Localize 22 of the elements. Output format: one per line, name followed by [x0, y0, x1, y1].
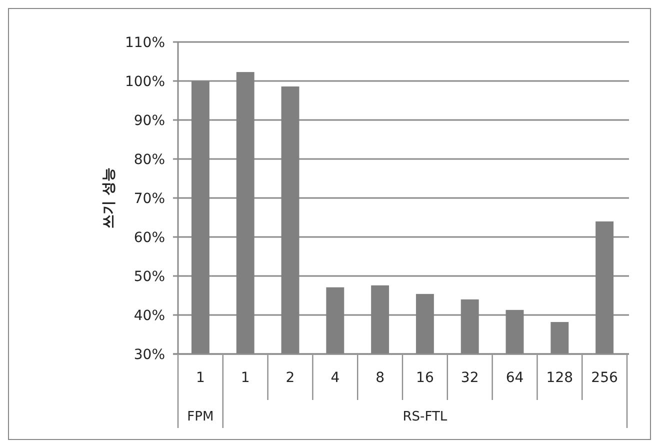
- y-tick-label: 100%: [124, 74, 165, 90]
- x-tick-label: 2: [286, 370, 295, 386]
- y-tick-label: 80%: [134, 152, 165, 168]
- y-axis-title: 쓰기 성능: [101, 168, 117, 228]
- y-tick-label: 40%: [134, 308, 165, 324]
- text: FPM: [187, 410, 214, 425]
- x-tick-label: 1: [240, 370, 250, 386]
- y-tick-label: 70%: [134, 190, 165, 207]
- y-tick-label: 50%: [134, 268, 165, 285]
- y-tick-label: 90%: [134, 112, 165, 129]
- x-tick-label: 16: [416, 370, 434, 386]
- x-tick-label: 4: [330, 370, 340, 386]
- text: RS-FTL: [402, 410, 448, 425]
- x-tick-label: 1: [196, 370, 205, 386]
- x-tick-label: 8: [376, 370, 385, 386]
- x-tick-label: 256: [591, 370, 618, 386]
- y-tick-label: 110%: [124, 34, 165, 51]
- x-tick-label: 128: [546, 370, 574, 386]
- x-tick-label: 64: [506, 370, 524, 386]
- y-tick-label: 30%: [134, 346, 165, 363]
- y-tick-label: 60%: [134, 230, 165, 246]
- x-tick-label: 32: [460, 370, 479, 386]
